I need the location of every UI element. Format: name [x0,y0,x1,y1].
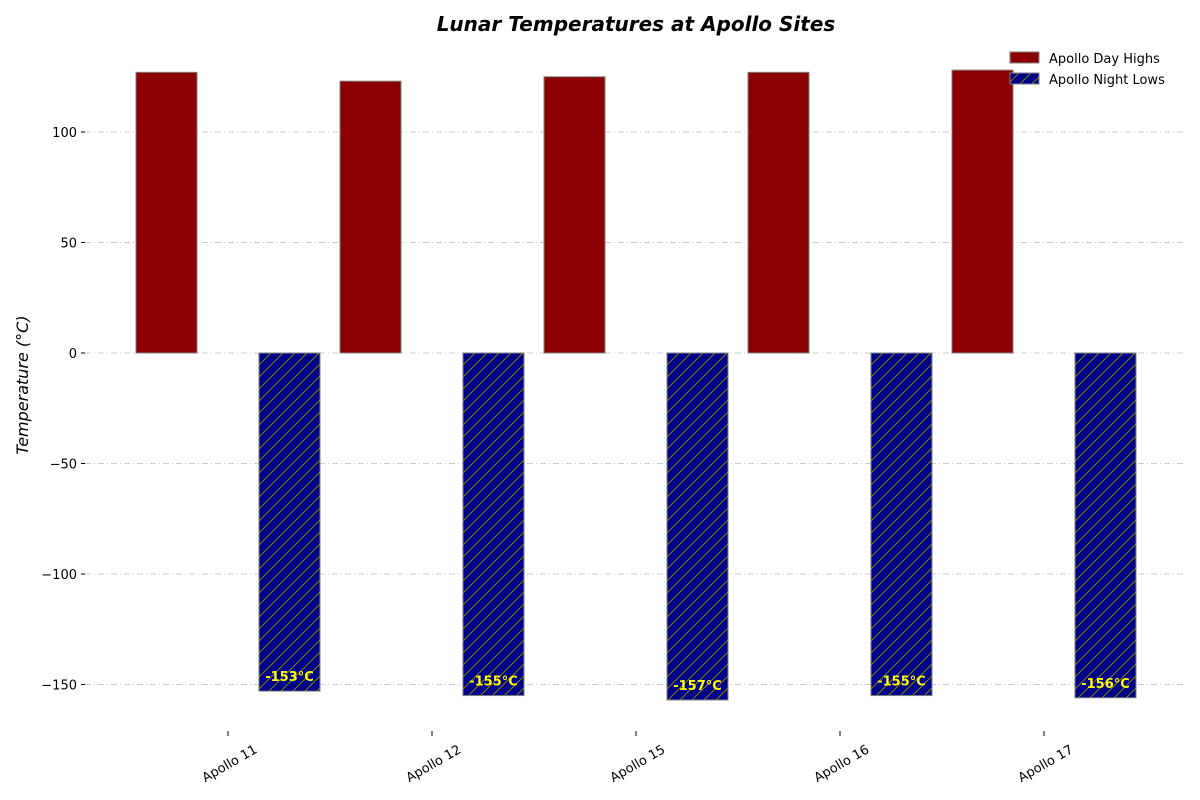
bars-layer [135,69,1137,701]
y-axis: −150 −100 −50 0 50 100 [41,126,85,694]
y-tick-label: 50 [60,237,77,252]
day-high-bar [543,76,606,354]
y-tick-label: −100 [41,568,77,583]
day-high-bar [339,80,402,354]
x-tick-label: Apollo 16 [812,742,872,785]
data-label: -156°C [1081,677,1130,692]
night-low-bar [1074,352,1137,699]
data-label: -155°C [469,675,518,690]
x-axis: Apollo 11 Apollo 12 Apollo 15 Apollo 16 Apol… [200,731,1076,786]
y-tick-label: 0 [69,347,77,362]
day-high-bar [135,71,198,354]
night-low-bar [462,352,525,697]
y-tick-label: −150 [41,679,77,694]
data-label: -157°C [673,679,722,694]
legend: Apollo Day Highs Apollo Night Lows [1009,51,1165,88]
day-high-bar [747,71,810,354]
x-tick-label: Apollo 17 [1016,742,1076,785]
data-label: -155°C [877,675,926,690]
legend-swatch [1009,51,1040,64]
x-tick-label: Apollo 12 [404,742,464,785]
data-label: -153°C [265,670,314,685]
legend-label: Apollo Night Lows [1049,73,1165,88]
y-tick-label: 100 [52,126,77,141]
chart-title: Lunar Temperatures at Apollo Sites [437,12,836,36]
x-tick-label: Apollo 15 [608,742,668,785]
y-axis-label: Temperature (°C) [13,315,32,454]
x-tick-label: Apollo 11 [200,742,260,785]
grid-layer [85,131,1185,685]
night-low-bar [870,352,933,697]
night-low-bar [666,352,729,701]
data-labels-layer: -153°C -155°C -157°C -155°C -156°C [265,670,1130,694]
day-high-bar [951,69,1014,354]
legend-label: Apollo Day Highs [1049,52,1160,67]
night-low-bar [258,352,321,692]
y-tick-label: −50 [50,458,77,473]
legend-swatch [1009,72,1040,85]
